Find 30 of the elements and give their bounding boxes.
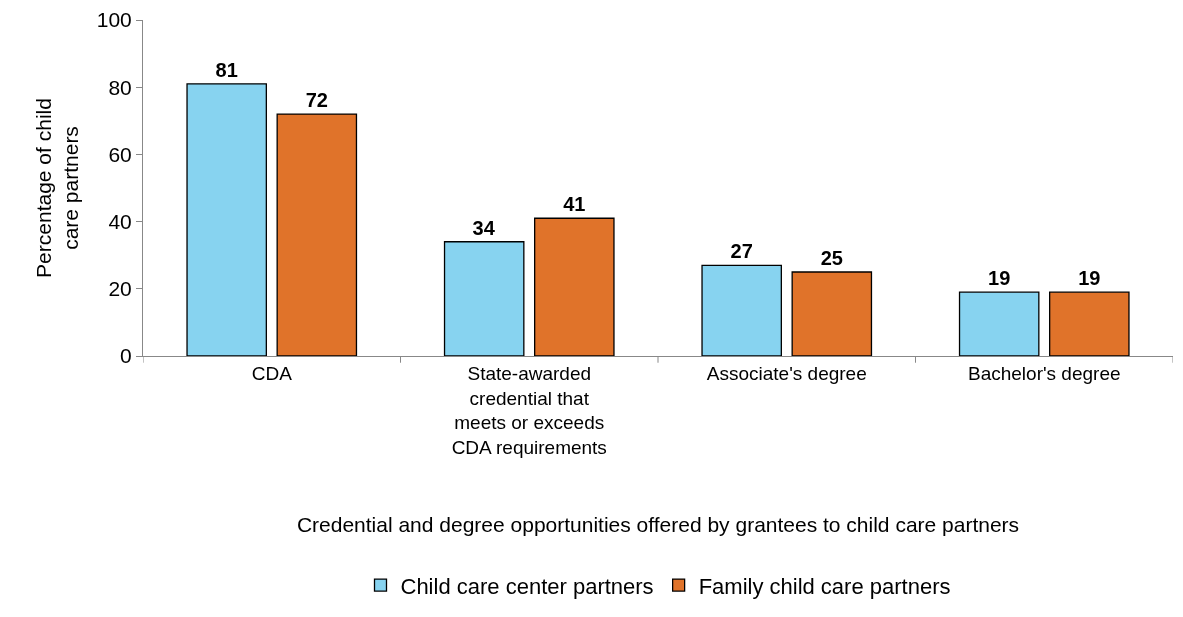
legend-label: Child care center partners [400, 573, 654, 599]
data-label: 27 [730, 240, 753, 263]
x-tick-label: Associate's degree [706, 362, 867, 384]
bar [791, 271, 873, 356]
y-tick-label: 40 [108, 209, 132, 233]
bar [958, 291, 1040, 356]
data-label: 19 [988, 267, 1011, 290]
data-label: 81 [215, 58, 238, 81]
y-tick-label: 0 [120, 344, 132, 368]
x-tick-label: CDA [251, 362, 293, 384]
y-tick-label: 100 [96, 8, 132, 32]
data-label: 19 [1078, 267, 1101, 290]
bar [1049, 291, 1130, 356]
bar [186, 83, 267, 356]
data-label: 72 [305, 89, 328, 112]
bar [276, 113, 358, 356]
legend-label: Family child care partners [698, 573, 951, 599]
x-axis-title: Credential and degree opportunities offered by grantees to child care partners [296, 513, 1020, 537]
y-tick-label: 20 [108, 277, 132, 301]
bar [701, 264, 782, 356]
x-tick-label: State-awarded credential that meets or exceeds CDA requirements [451, 362, 607, 458]
bar [534, 217, 615, 356]
data-label: 34 [472, 216, 496, 239]
bar [443, 241, 525, 356]
x-tick-label: Bachelor's degree [967, 362, 1121, 384]
data-label: 25 [820, 247, 843, 269]
y-tick-label: 60 [108, 142, 132, 166]
data-label: 41 [563, 193, 586, 216]
y-tick-label: 80 [108, 75, 132, 99]
y-axis-title: Percentage of child care partners [31, 98, 82, 278]
